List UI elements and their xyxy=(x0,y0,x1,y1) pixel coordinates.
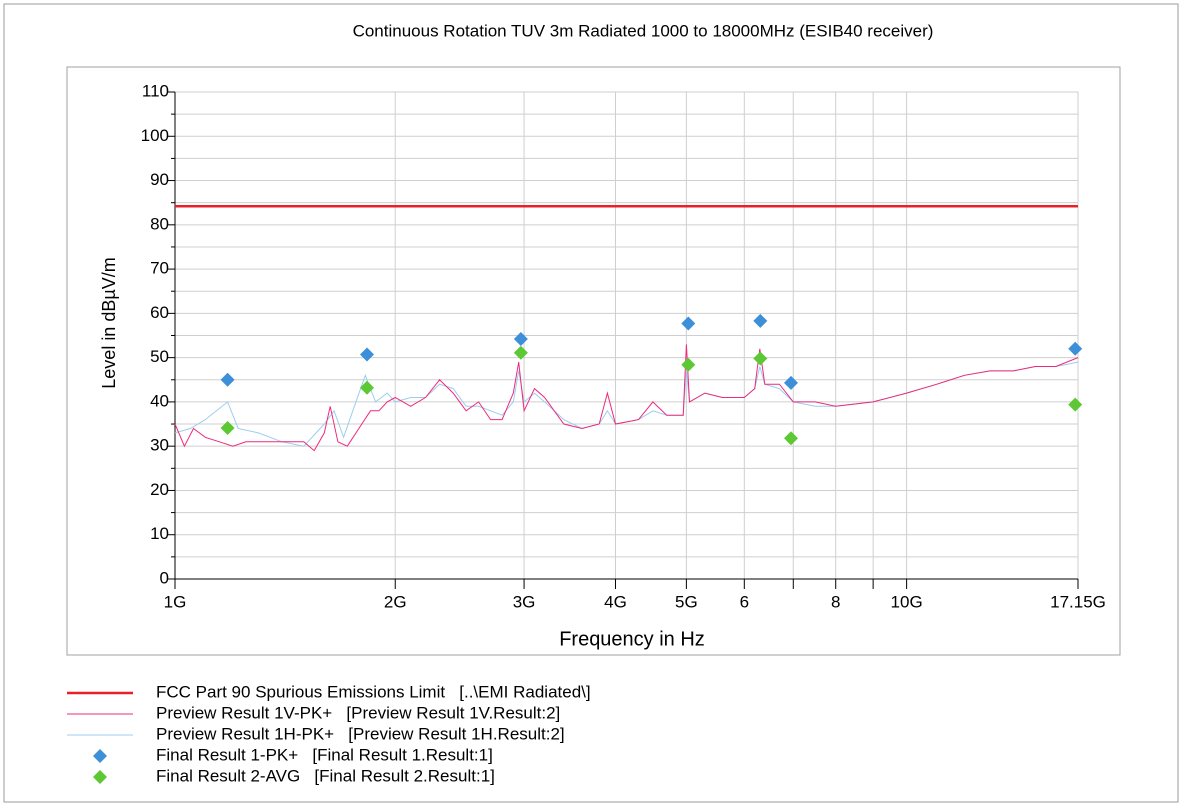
legend-label: Final Result 1-PK+ [Final Result 1.Resul… xyxy=(156,745,493,764)
y-tick-label: 0 xyxy=(160,568,169,587)
y-tick-label: 70 xyxy=(150,259,169,278)
data-point xyxy=(753,313,768,328)
plot-frame xyxy=(66,66,1121,656)
y-tick-label: 110 xyxy=(142,81,169,100)
series-line xyxy=(174,344,1079,452)
series-line xyxy=(174,361,1079,447)
y-tick-label: 90 xyxy=(150,170,169,189)
x-tick-label: 4G xyxy=(604,592,627,611)
data-point xyxy=(681,357,696,372)
x-tick-label: 10G xyxy=(891,592,923,611)
x-tick-label: 3G xyxy=(513,592,536,611)
legend-swatch xyxy=(93,749,107,763)
data-point xyxy=(784,375,799,390)
data-point xyxy=(1068,341,1083,356)
data-point xyxy=(681,316,696,331)
legend-label: Preview Result 1V-PK+ [Preview Result 1V… xyxy=(156,703,560,722)
legend-label: Final Result 2-AVG [Final Result 2.Resul… xyxy=(156,766,495,785)
x-tick-label: 8 xyxy=(831,592,840,611)
x-tick-label: 6 xyxy=(740,592,749,611)
data-point xyxy=(753,351,768,366)
data-point xyxy=(220,372,235,387)
data-point xyxy=(1068,397,1083,412)
legend-label: Preview Result 1H-PK+ [Preview Result 1H… xyxy=(156,724,565,743)
data-point xyxy=(513,345,528,360)
y-tick-label: 40 xyxy=(150,391,169,410)
y-tick-label: 80 xyxy=(150,214,169,233)
y-tick-label: 10 xyxy=(150,524,169,543)
y-tick-label: 30 xyxy=(150,436,169,455)
data-point xyxy=(784,431,799,446)
y-tick-label: 60 xyxy=(150,303,169,322)
legend-label: FCC Part 90 Spurious Emissions Limit [..… xyxy=(156,682,591,701)
data-point xyxy=(360,380,375,395)
x-tick-label: 1G xyxy=(164,592,187,611)
data-point xyxy=(220,421,235,436)
x-tick-label: 5G xyxy=(675,592,698,611)
y-tick-label: 20 xyxy=(150,480,169,499)
chart-title: Continuous Rotation TUV 3m Radiated 1000… xyxy=(353,21,934,40)
data-point xyxy=(360,347,375,362)
x-tick-label: 2G xyxy=(384,592,407,611)
y-axis-label: Level in dBµV/m xyxy=(99,257,119,388)
legend-swatch xyxy=(93,770,107,784)
x-tick-label: 17.15G xyxy=(1050,592,1106,611)
y-tick-label: 100 xyxy=(141,126,169,145)
data-point xyxy=(513,332,528,347)
x-axis-label: Frequency in Hz xyxy=(559,628,705,650)
y-tick-label: 50 xyxy=(150,347,169,366)
